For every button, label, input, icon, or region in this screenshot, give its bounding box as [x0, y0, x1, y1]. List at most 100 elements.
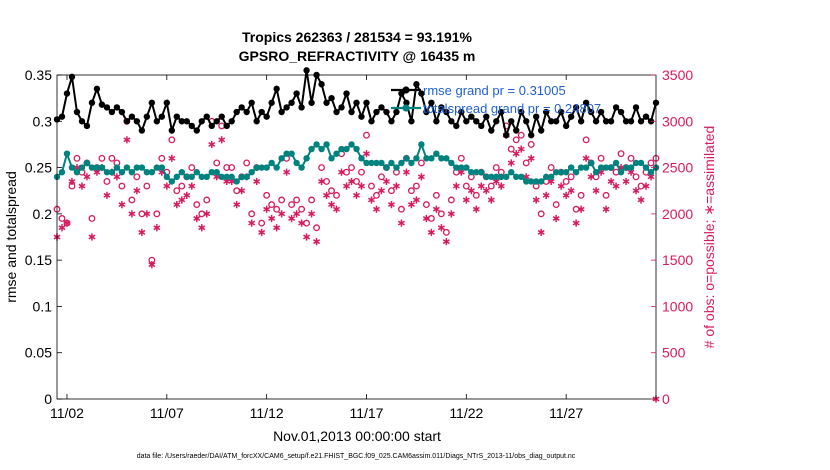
assimilated-obs-point: [582, 154, 590, 162]
totalspread-point: [587, 159, 595, 167]
assimilated-obs-point: [293, 210, 301, 218]
totalspread-point: [228, 173, 235, 181]
rmse-point: [193, 127, 200, 134]
rmse-point: [138, 127, 146, 134]
rmse-point: [323, 99, 330, 106]
rmse-point: [173, 113, 180, 120]
totalspread-point: [443, 155, 450, 162]
possible-obs-point: [258, 219, 266, 227]
legend: rmse grand pr = 0.31005 totalspread gran…: [391, 83, 601, 116]
possible-obs-point: [328, 187, 335, 195]
totalspread-point: [73, 169, 81, 176]
rmse-point: [73, 108, 81, 116]
possible-obs-point: [412, 182, 420, 190]
possible-obs-point: [303, 219, 311, 227]
totalspread-point: [413, 155, 420, 162]
assimilated-obs-point: [183, 191, 191, 199]
totalspread-point: [298, 164, 305, 171]
assimilated-obs-point: [377, 187, 385, 195]
rmse-point: [328, 94, 335, 102]
possible-obs-point: [343, 168, 350, 176]
totalspread-series: [53, 141, 660, 185]
plot-area: [57, 75, 656, 399]
assimilated-obs-point: [348, 177, 356, 186]
right-y-tick-label: 1000: [662, 298, 693, 314]
totalspread-point: [562, 169, 570, 176]
assimilated-obs-point: [497, 182, 505, 190]
rmse-point: [562, 122, 570, 130]
legend-rmse-marker: [402, 86, 410, 94]
totalspread-point: [473, 169, 480, 176]
totalspread-point: [188, 173, 195, 181]
totalspread-point: [398, 159, 405, 167]
right-y-tick-label: 3000: [662, 113, 693, 129]
possible-obs-point: [527, 140, 535, 148]
rmse-point: [183, 118, 190, 125]
totalspread-point: [478, 169, 485, 176]
left-y-tick-label: 0.3: [33, 113, 53, 129]
assimilated-obs-point: [637, 196, 645, 204]
possible-obs-point: [647, 159, 655, 167]
totalspread-point: [158, 164, 166, 171]
assimilated-obs-point: [412, 196, 420, 204]
rmse-point: [333, 108, 340, 116]
left-y-tick-label: 0.15: [25, 252, 52, 268]
rmse-point: [542, 108, 550, 116]
rmse-point: [343, 90, 350, 97]
totalspread-point: [183, 173, 190, 181]
possible-obs-point: [522, 159, 530, 167]
possible-obs-point: [248, 210, 256, 218]
rmse-point: [353, 99, 360, 106]
possible-obs-point: [103, 178, 111, 185]
rmse-point: [163, 99, 171, 106]
assimilated-obs-point: [427, 228, 435, 236]
rmse-point: [293, 90, 300, 97]
totalspread-point: [642, 164, 650, 171]
assimilated-obs-point: [387, 201, 395, 209]
totalspread-point: [617, 169, 625, 176]
totalspread-point: [123, 164, 131, 171]
totalspread-point: [508, 169, 515, 176]
assimilated-obs-point: [313, 238, 321, 246]
possible-obs-point: [143, 182, 151, 190]
possible-obs-point: [632, 173, 640, 181]
assimilated-obs-point: [477, 182, 485, 190]
totalspread-point: [193, 169, 200, 176]
totalspread-point: [408, 159, 415, 167]
rmse-point: [622, 118, 630, 125]
totalspread-point: [513, 173, 520, 181]
possible-obs-point: [293, 196, 301, 204]
data-file-footer: data file: /Users/raeder/DAI/ATM_forcXX/…: [137, 453, 576, 460]
rmse-point: [238, 104, 245, 111]
totalspread-point: [572, 169, 580, 176]
assimilated-obs-point: [343, 182, 351, 190]
possible-obs-point: [213, 159, 221, 167]
totalspread-point: [602, 164, 610, 171]
rmse-point: [483, 113, 490, 120]
assimilated-obs-point: [402, 168, 410, 176]
rmse-point: [318, 81, 325, 88]
assimilated-obs-point: [333, 205, 341, 213]
totalspread-point: [68, 164, 76, 171]
possible-obs-point: [318, 164, 326, 172]
totalspread-point: [622, 164, 630, 171]
assimilated-obs-point: [143, 210, 151, 218]
assimilated-obs-point: [527, 154, 535, 162]
assimilated-obs-point: [153, 224, 161, 232]
totalspread-point: [647, 169, 655, 176]
assimilated-obs-point: [392, 182, 400, 190]
rmse-point: [213, 118, 220, 125]
assimilated-obs-point: [338, 168, 346, 176]
rmse-point: [58, 113, 66, 120]
left-y-tick-label: 0.05: [25, 345, 52, 361]
rmse-point: [228, 118, 235, 125]
totalspread-point: [433, 150, 440, 157]
rmse-point: [278, 108, 285, 116]
rmse-point: [268, 99, 275, 106]
assimilated-obs-point: [268, 214, 276, 223]
x-tick-label: 11/22: [449, 405, 483, 421]
x-tick-label: 11/12: [250, 405, 284, 421]
assimilated-obs-point: [233, 201, 241, 209]
assimilated-obs-point: [442, 238, 450, 246]
assimilated-obs-point: [462, 196, 470, 204]
